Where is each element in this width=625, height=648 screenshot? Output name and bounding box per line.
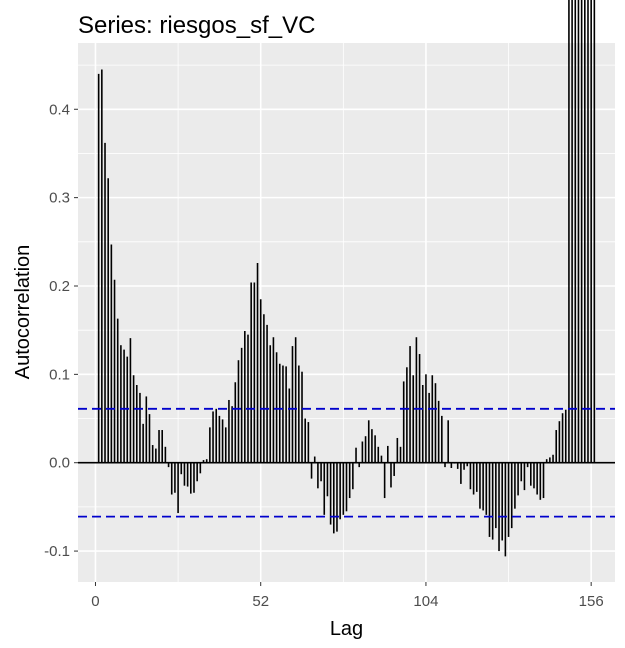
x-tick-label: 104	[413, 593, 438, 610]
y-tick-label: 0.4	[49, 101, 70, 118]
y-tick-label: 0.3	[49, 190, 70, 207]
y-tick-label: -0.1	[44, 543, 70, 560]
y-axis-title: Autocorrelation	[12, 245, 34, 380]
x-tick-label: 52	[252, 593, 269, 610]
y-tick-label: 0.1	[49, 366, 70, 383]
chart-title: Series: riesgos_sf_VC	[78, 12, 315, 39]
y-tick-labels: -0.1 0.0 0.1 0.2 0.3 0.4	[44, 101, 78, 560]
x-tick-label: 0	[91, 593, 99, 610]
x-tick-label: 156	[579, 593, 604, 610]
acf-bars	[78, 0, 615, 557]
y-tick-label: 0.2	[49, 278, 70, 295]
y-tick-label: 0.0	[49, 455, 70, 472]
x-axis-title: Lag	[330, 618, 363, 640]
x-tick-labels: 0 52 104 156	[91, 582, 604, 610]
